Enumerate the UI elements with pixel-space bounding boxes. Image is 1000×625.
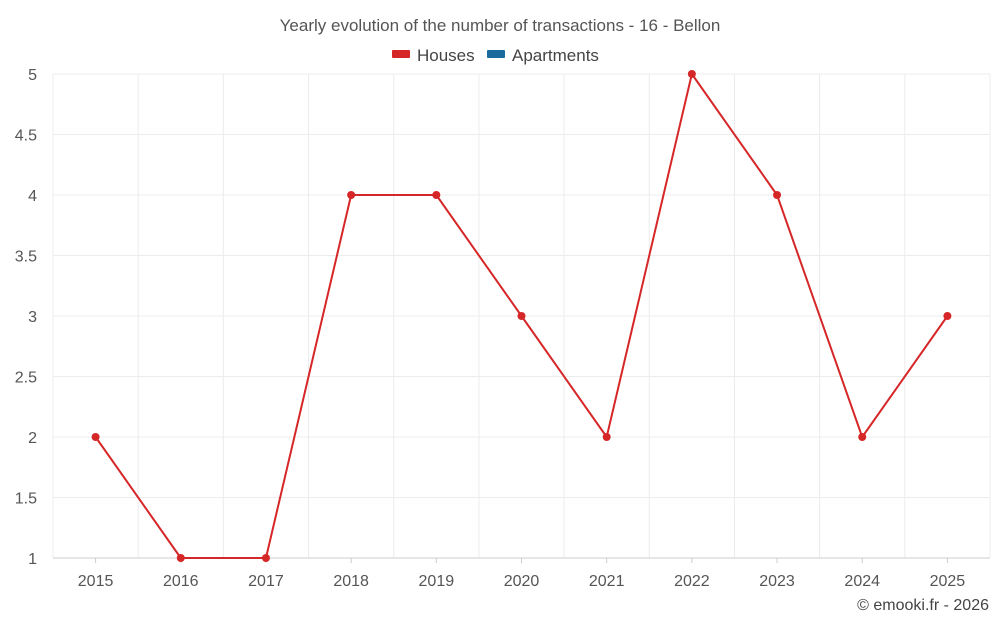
data-point[interactable] — [432, 191, 441, 199]
data-point[interactable] — [943, 312, 952, 320]
y-tick-label: 1 — [28, 551, 37, 568]
data-point[interactable] — [517, 312, 526, 320]
x-tick-label: 2020 — [504, 573, 540, 590]
data-point[interactable] — [602, 433, 611, 441]
data-point[interactable] — [261, 554, 270, 562]
x-tick-label: 2015 — [78, 573, 114, 590]
data-point[interactable] — [176, 554, 185, 562]
data-point[interactable] — [687, 70, 696, 78]
legend-item-apartments[interactable]: Apartments — [487, 46, 599, 65]
legend-item-houses[interactable]: Houses — [392, 46, 475, 65]
legend-swatch-apartments — [487, 50, 505, 58]
x-tick-label: 2021 — [589, 573, 625, 590]
legend: Houses Apartments — [392, 46, 599, 65]
data-point[interactable] — [858, 433, 867, 441]
x-tick-label: 2024 — [844, 573, 880, 590]
x-tick-label: 2017 — [248, 573, 284, 590]
legend-label-houses: Houses — [417, 46, 475, 65]
y-tick-label: 4.5 — [15, 128, 37, 145]
data-point[interactable] — [347, 191, 356, 199]
x-tick-label: 2018 — [333, 573, 369, 590]
chart-title: Yearly evolution of the number of transa… — [280, 16, 721, 35]
y-tick-label: 5 — [28, 67, 37, 84]
data-point[interactable] — [91, 433, 100, 441]
legend-label-apartments: Apartments — [512, 46, 599, 65]
y-tick-label: 2.5 — [15, 370, 37, 387]
x-tick-label: 2025 — [930, 573, 966, 590]
y-tick-label: 1.5 — [15, 491, 37, 508]
series-houses — [91, 70, 952, 562]
x-tick-label: 2016 — [163, 573, 199, 590]
y-tick-label: 3.5 — [15, 249, 37, 266]
legend-swatch-houses — [392, 50, 410, 58]
x-tick-label: 2023 — [759, 573, 795, 590]
y-tick-label: 4 — [28, 188, 37, 205]
data-point[interactable] — [773, 191, 782, 199]
y-axis: 1 1.5 2 2.5 3 3.5 4 4.5 5 — [15, 67, 37, 568]
x-tick-label: 2019 — [419, 573, 455, 590]
x-axis: 2015 2016 2017 2018 2019 2020 2021 2022 2023 2024… — [53, 557, 990, 590]
credit-text: © emooki.fr - 2026 — [857, 597, 989, 614]
y-tick-label: 2 — [28, 430, 37, 447]
x-tick-label: 2022 — [674, 573, 710, 590]
y-tick-label: 3 — [28, 309, 37, 326]
